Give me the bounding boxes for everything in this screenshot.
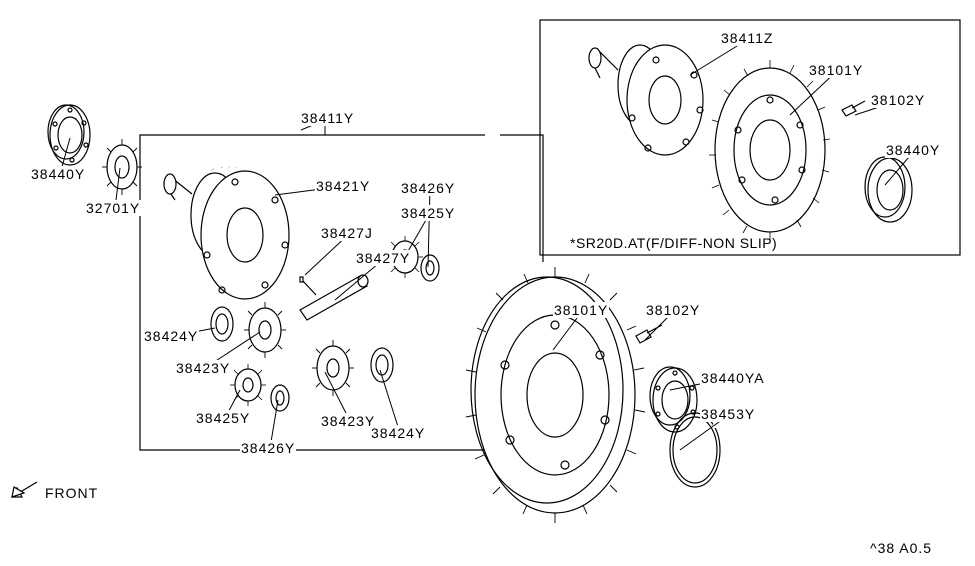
label-38440Y-left: 38440Y [30,166,86,182]
pinion-shaft [300,275,368,320]
label-38427Y: 38427Y [355,250,411,266]
label-38426Y-top: 38426Y [400,180,456,196]
speedo-gear [102,139,142,195]
diagram-canvas: 38440Y 32701Y 38411Y 38421Y 38427J 38427… [0,0,975,566]
pinion-washer-1 [271,385,289,411]
diff-case [164,166,289,299]
label-38440YA: 38440YA [700,370,766,386]
inset-bolt [842,101,865,116]
label-38421Y: 38421Y [315,178,371,194]
label-38101Y-inset: 38101Y [808,62,864,78]
inset-ring-gear [709,60,830,240]
label-38440Y-inset: 38440Y [885,142,941,158]
label-38423Y-bot: 38423Y [320,413,376,429]
side-gear-1 [244,302,286,358]
label-38102Y-inset: 38102Y [870,92,926,108]
label-38427J: 38427J [320,225,374,241]
pinion-washer-2 [421,255,439,281]
label-32701Y: 32701Y [85,200,141,216]
right-bearing [650,367,697,432]
inset-bearing [865,157,912,222]
inset-note: *SR20D.AT(F/DIFF-NON SLIP) [570,235,777,251]
label-38424Y-bot: 38424Y [370,425,426,441]
label-38423Y-left: 38423Y [175,360,231,376]
pinion-shaft-pin [300,277,316,295]
pinion-gear-1 [230,364,266,406]
label-38411Y: 38411Y [300,110,355,126]
label-38453Y: 38453Y [700,406,756,422]
label-38424Y-left: 38424Y [143,328,199,344]
label-38411Z: 38411Z [720,30,774,46]
thrust-washer-1 [211,307,233,341]
bolt-main [636,325,662,343]
doc-id: ^38 A0.5 [870,540,932,556]
label-38101Y-main: 38101Y [553,302,609,318]
left-bearing [48,105,90,165]
front-label: FRONT [44,485,99,501]
front-arrow [12,482,37,497]
label-38425Y-top: 38425Y [400,205,456,221]
label-38102Y-main: 38102Y [645,302,701,318]
inset-diff-case [589,43,703,155]
lineart-svg [0,0,975,566]
label-38426Y-bot: 38426Y [240,440,296,456]
label-38425Y-bot: 38425Y [195,410,251,426]
